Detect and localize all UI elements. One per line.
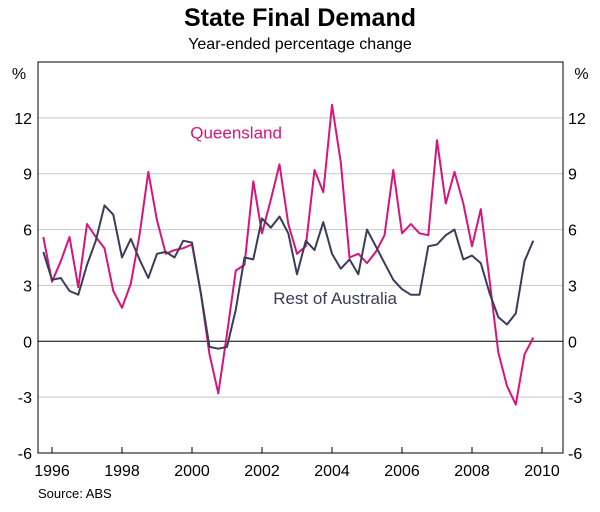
y-tick-label-right: 3	[568, 278, 577, 295]
x-tick-label: 2004	[314, 463, 350, 480]
x-tick-label: 1998	[104, 463, 140, 480]
plot-frame	[37, 61, 564, 454]
chart-subtitle: Year-ended percentage change	[188, 36, 412, 53]
y-tick-label-left: -3	[18, 390, 32, 407]
y-tick-label-left: 3	[23, 278, 32, 295]
series-line-rest-of-australia	[42, 204, 535, 350]
y-tick-label-left: 0	[23, 334, 32, 351]
y-tick-label-right: -6	[568, 446, 582, 463]
x-tick-label: 1996	[34, 463, 70, 480]
y-tick-label-right: 6	[568, 223, 577, 240]
y-tick-label-right: 9	[568, 167, 577, 184]
x-tick-label: 2000	[174, 463, 210, 480]
x-tick-label: 2006	[384, 463, 420, 480]
y-tick-label-right: 12	[568, 111, 586, 128]
x-tick-label: 2002	[244, 463, 280, 480]
y-axis-unit-right: %	[574, 66, 588, 83]
source-note: Source: ABS	[38, 486, 112, 501]
x-tick-label: 2008	[454, 463, 490, 480]
y-axis-unit-left: %	[12, 66, 26, 83]
y-tick-label-right: 0	[568, 334, 577, 351]
series-line-queensland	[42, 103, 535, 406]
y-tick-label-left: -6	[18, 446, 32, 463]
annotation-queensland: Queensland	[190, 123, 282, 142]
chart-title: State Final Demand	[184, 4, 416, 32]
y-tick-label-left: 12	[14, 111, 32, 128]
y-tick-label-left: 6	[23, 223, 32, 240]
x-tick-label: 2010	[524, 463, 560, 480]
y-tick-label-right: -3	[568, 390, 582, 407]
y-tick-label-left: 9	[23, 167, 32, 184]
annotation-rest-of-australia: Rest of Australia	[273, 289, 397, 308]
